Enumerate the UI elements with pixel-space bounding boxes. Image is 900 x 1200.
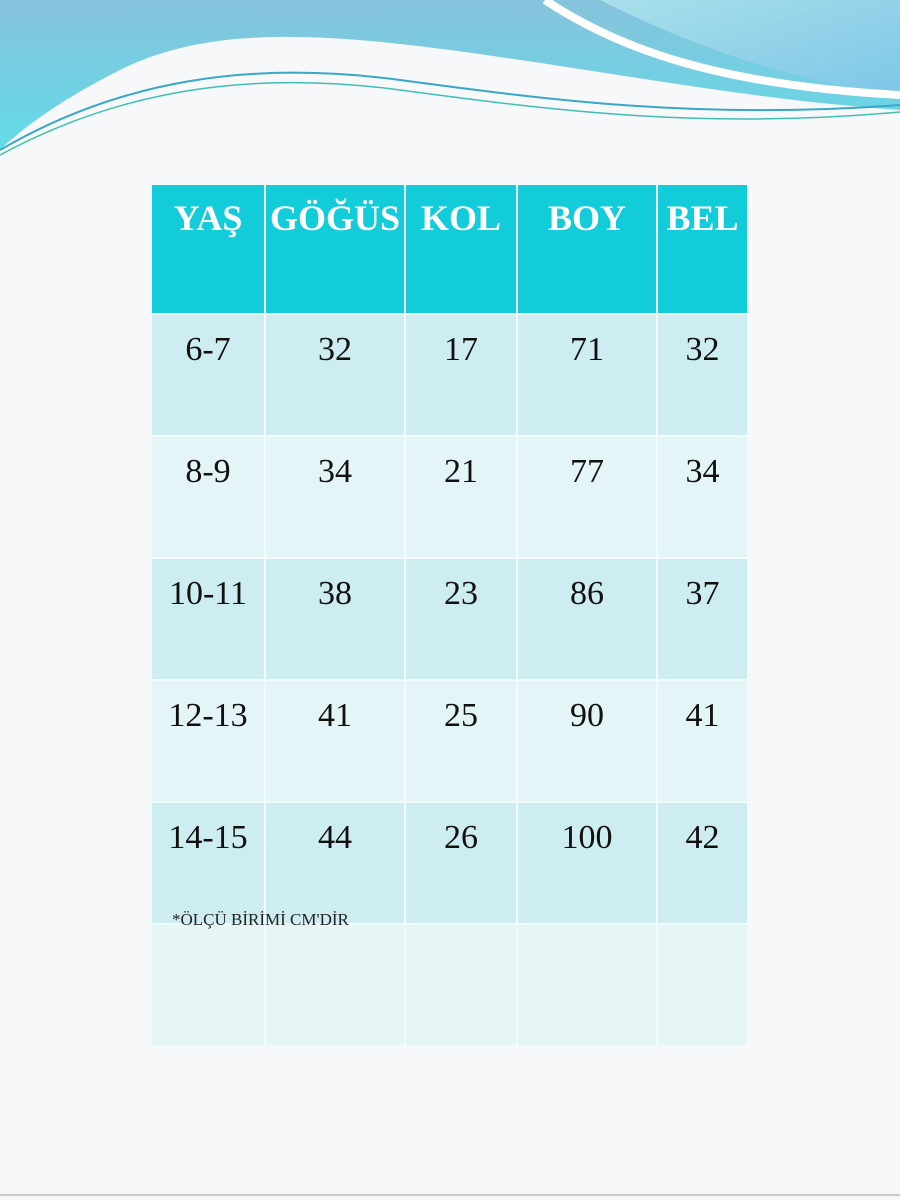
cell: 77 [516,435,658,559]
table-header-row: YAŞ GÖĞÜS KOL BOY BEL [150,183,749,315]
header-kol: KOL [404,183,518,315]
cell: 42 [656,801,749,925]
cell: 44 [264,801,406,925]
empty-cell [264,923,406,1047]
empty-cell [516,923,658,1047]
table-row: 14-15 44 26 100 42 [150,801,749,925]
header-yas: YAŞ [150,183,266,315]
cell: 12-13 [150,679,266,803]
table-note-row [150,923,749,1047]
header-boy: BOY [516,183,658,315]
divider [0,1194,900,1196]
cell: 71 [516,313,658,437]
empty-cell [404,923,518,1047]
cell: 10-11 [150,557,266,681]
cell: 25 [404,679,518,803]
unit-note: *ÖLÇÜ BİRİMİ CM'DİR [172,910,349,929]
cell: 41 [264,679,406,803]
cell: 34 [264,435,406,559]
decorative-wave-header [0,0,900,156]
header-bel: BEL [656,183,749,315]
size-chart-table: YAŞ GÖĞÜS KOL BOY BEL 6-7 32 17 71 32 8-9 34 2… [150,183,749,1047]
table-row: 6-7 32 17 71 32 [150,313,749,437]
empty-cell [150,923,266,1047]
cell: 38 [264,557,406,681]
table-row: 12-13 41 25 90 41 [150,679,749,803]
empty-cell [656,923,749,1047]
cell: 26 [404,801,518,925]
cell: 6-7 [150,313,266,437]
cell: 37 [656,557,749,681]
cell: 86 [516,557,658,681]
cell: 14-15 [150,801,266,925]
cell: 21 [404,435,518,559]
table-row: 8-9 34 21 77 34 [150,435,749,559]
table-row: 10-11 38 23 86 37 [150,557,749,681]
header-gogus: GÖĞÜS [264,183,406,315]
cell: 23 [404,557,518,681]
cell: 100 [516,801,658,925]
cell: 41 [656,679,749,803]
cell: 90 [516,679,658,803]
cell: 17 [404,313,518,437]
cell: 32 [656,313,749,437]
cell: 34 [656,435,749,559]
cell: 32 [264,313,406,437]
cell: 8-9 [150,435,266,559]
